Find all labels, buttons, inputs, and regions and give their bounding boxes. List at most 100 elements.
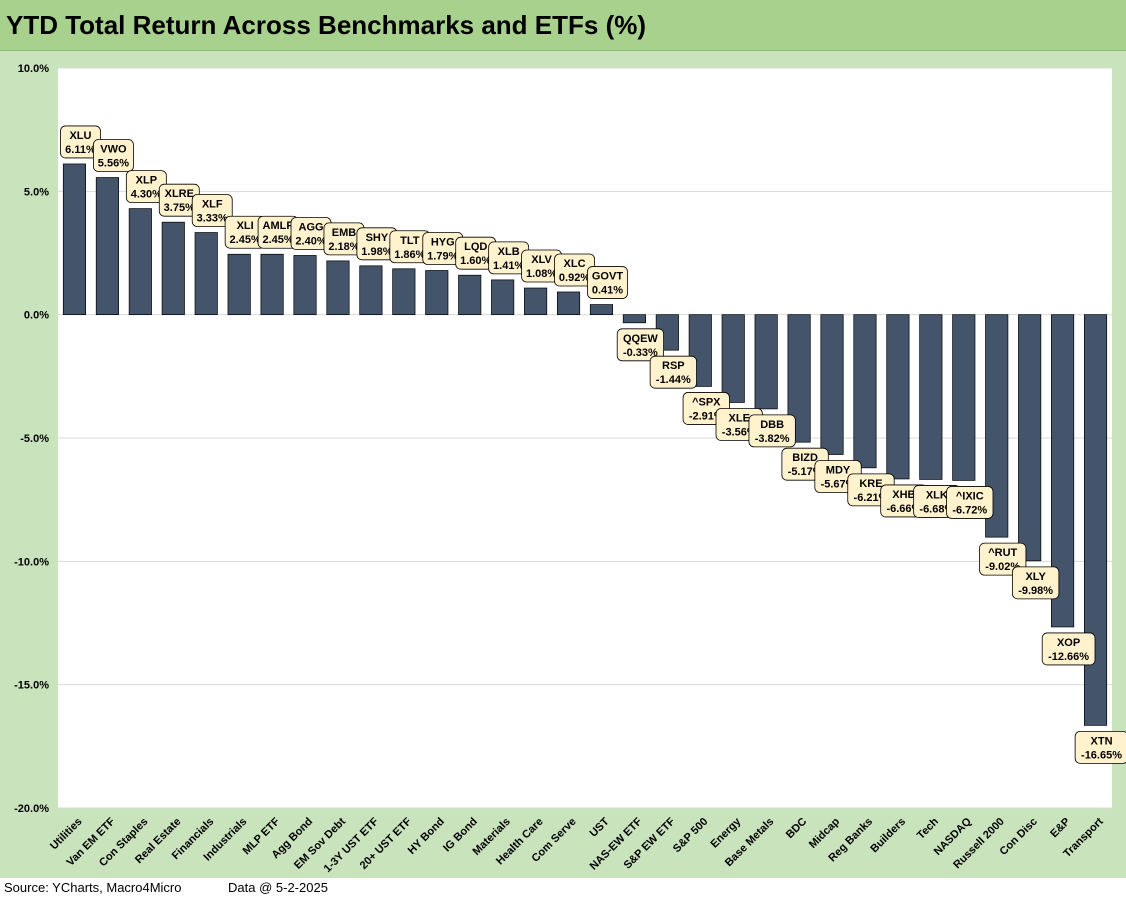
data-label-ticker: ^SPX [692, 396, 721, 408]
data-label-value: 0.41% [592, 285, 623, 297]
data-date-note: Data @ 5-2-2025 [228, 880, 328, 895]
bar [326, 260, 350, 316]
data-label-value: 1.86% [394, 249, 425, 261]
data-label: AMLP 2.45% [257, 215, 299, 249]
bar [161, 221, 185, 316]
bar [886, 314, 910, 480]
data-label-ticker: XLY [1025, 571, 1046, 583]
bar [1018, 314, 1042, 562]
bar [95, 177, 119, 316]
bar [260, 253, 284, 316]
data-label-ticker: XLF [202, 199, 223, 211]
data-label: TLT 1.86% [389, 230, 431, 264]
bar [919, 314, 943, 480]
data-label-value: -5.67% [821, 479, 856, 491]
data-label-ticker: XLE [729, 412, 750, 424]
data-label: XLF 3.33% [191, 194, 233, 227]
data-label-box [93, 139, 134, 172]
data-label: AGG 2.40% [290, 217, 332, 250]
bar [1051, 314, 1075, 628]
data-label: XTN -16.65% [1074, 730, 1126, 764]
bar [1083, 314, 1108, 726]
bar [227, 253, 251, 316]
data-label-value: -6.21% [854, 492, 889, 504]
x-tick-label: HY Bond [406, 816, 447, 857]
bar [392, 268, 416, 316]
data-label-value: 1.60% [460, 255, 491, 267]
bar [820, 314, 844, 455]
data-label-ticker: LQD [464, 241, 487, 253]
bar [787, 314, 811, 443]
x-tick-label: S&P 500 [671, 816, 710, 855]
data-label-ticker: KRE [859, 478, 882, 490]
source-note: Source: YCharts, Macro4Micro [4, 880, 182, 895]
bar [622, 314, 646, 324]
x-tick-label: Builders [868, 816, 908, 856]
y-tick-label: -20.0% [14, 803, 49, 815]
data-label: HYG 1.79% [422, 232, 464, 265]
y-tick-label: 0.0% [24, 310, 49, 322]
data-label-ticker: BIZD [792, 452, 818, 464]
bar [524, 287, 548, 316]
data-label-ticker: XLV [531, 254, 552, 266]
data-label: VWO 5.56% [93, 139, 134, 172]
data-label-value: 2.18% [328, 241, 359, 253]
data-label: XLP 4.30% [125, 170, 167, 204]
data-label: XLU 6.11% [60, 125, 101, 159]
data-label-value: -6.68% [919, 503, 954, 515]
data-label-box [748, 414, 796, 448]
data-label-ticker: XLK [926, 489, 948, 501]
data-label-value: 6.11% [65, 144, 96, 156]
bar [853, 314, 877, 469]
data-label: ^IXIC -6.72% [946, 486, 994, 519]
data-label-value: 2.40% [295, 235, 326, 247]
bar [589, 304, 614, 316]
data-label: XLV 1.08% [521, 249, 562, 283]
data-label-value: 3.75% [164, 202, 195, 214]
data-label-value: 1.41% [493, 260, 524, 272]
data-label: EMB 2.18% [323, 222, 365, 256]
bar [952, 314, 976, 481]
title-band: YTD Total Return Across Benchmarks and E… [0, 0, 1126, 51]
data-label-value: 2.45% [262, 234, 293, 246]
data-label-value: 1.79% [427, 251, 458, 263]
data-label-ticker: AGG [299, 221, 324, 233]
bar [425, 270, 449, 316]
y-tick-label: 5.0% [24, 186, 49, 198]
bar [458, 274, 482, 316]
data-label-ticker: XLI [237, 220, 254, 232]
data-label: XLB 1.41% [488, 241, 530, 275]
data-label: ^SPX -2.91% [682, 392, 730, 425]
data-label-ticker: QQEW [623, 333, 658, 345]
data-label: GOVT 0.41% [587, 266, 628, 299]
bar [293, 255, 317, 316]
data-label-box [1074, 730, 1126, 764]
data-label-value: -1.44% [656, 374, 691, 386]
data-label-ticker: XLC [564, 258, 586, 270]
data-label-value: -2.91% [689, 410, 724, 422]
y-tick-label: -15.0% [14, 680, 49, 692]
data-label: DBB -3.82% [748, 414, 796, 448]
data-label-value: -9.02% [985, 561, 1020, 573]
x-tick-label: E&P [1048, 816, 1072, 840]
data-label-ticker: XHB [892, 489, 915, 501]
bar [556, 291, 581, 316]
data-label: XOP -12.66% [1041, 632, 1096, 666]
x-tick-label: Tech [915, 815, 941, 841]
bar [721, 314, 745, 403]
data-label-value: -9.98% [1018, 585, 1053, 597]
data-label-value: -3.82% [755, 433, 790, 445]
bar [491, 279, 515, 316]
data-label-value: -16.65% [1081, 749, 1122, 761]
data-label-ticker: XLB [498, 246, 520, 258]
data-label-value: 0.92% [559, 272, 590, 284]
data-label-ticker: SHY [366, 232, 389, 244]
data-label-ticker: HYG [431, 237, 455, 249]
data-label-value: -0.33% [623, 347, 658, 359]
data-label-value: -12.66% [1048, 651, 1089, 663]
data-label: XLY -9.98% [1012, 566, 1060, 600]
data-label-box [1012, 566, 1060, 600]
data-label-box [946, 486, 994, 519]
data-label-ticker: XTN [1091, 735, 1113, 747]
bar-chart: 10.0%5.0%0.0%-5.0%-10.0%-15.0%-20.0%Util… [14, 63, 1126, 875]
